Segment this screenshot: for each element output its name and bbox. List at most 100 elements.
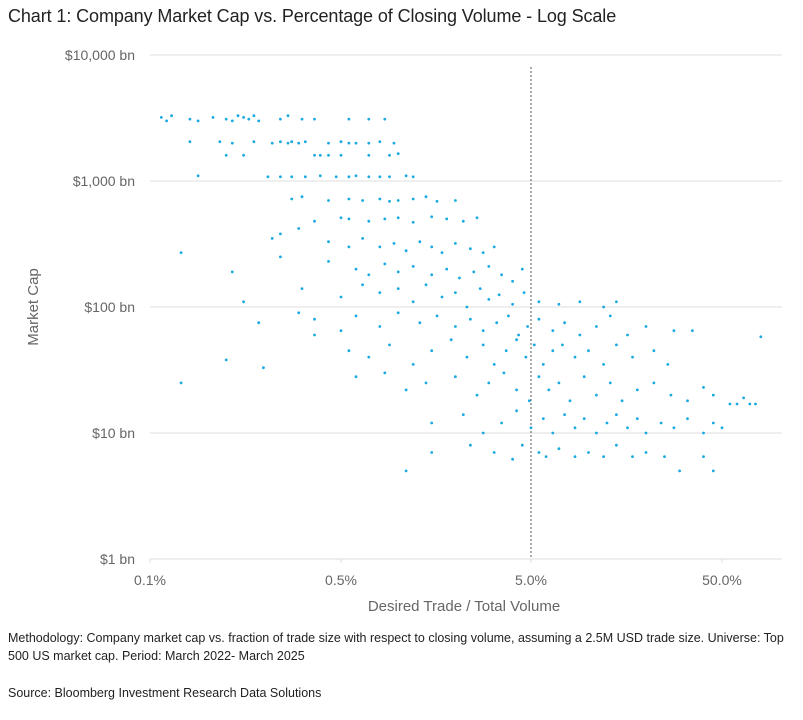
data-point [313, 333, 316, 337]
data-point [378, 325, 382, 328]
data-point [279, 140, 282, 144]
data-point [339, 140, 343, 144]
data-point [728, 402, 732, 406]
data-point [378, 175, 382, 179]
data-point [396, 270, 400, 274]
data-point [481, 329, 485, 332]
data-point [327, 141, 330, 145]
data-point [339, 295, 343, 299]
data-point [404, 174, 408, 178]
data-point [568, 399, 572, 403]
x-tick-labels: 0.1% 0.5% 5.0% 50.0% [134, 572, 742, 588]
data-point [266, 175, 270, 179]
data-point [318, 174, 322, 178]
data-point [411, 220, 415, 224]
data-point [297, 227, 301, 230]
data-point [532, 343, 536, 347]
data-point [702, 455, 705, 458]
data-point [300, 195, 304, 199]
data-point [388, 343, 391, 347]
data-point [378, 197, 382, 201]
data-point [303, 175, 307, 179]
data-point [573, 455, 577, 458]
data-point [615, 443, 618, 447]
data-point [686, 417, 689, 420]
data-point [430, 245, 434, 249]
data-point [666, 363, 670, 366]
data-point [224, 153, 228, 157]
data-point [605, 421, 609, 425]
data-point [257, 119, 261, 123]
data-point [354, 141, 358, 145]
data-point [230, 119, 234, 123]
data-point [492, 245, 496, 249]
data-point [367, 219, 371, 223]
data-point [561, 343, 564, 347]
data-point [424, 381, 428, 385]
data-point [551, 431, 555, 435]
data-point [361, 237, 364, 240]
data-point [608, 314, 612, 318]
data-point [230, 141, 234, 145]
data-point [595, 325, 598, 328]
data-point [367, 175, 371, 179]
data-point [313, 153, 316, 157]
data-point [644, 451, 648, 454]
data-point [411, 175, 415, 179]
data-point [396, 216, 400, 220]
data-point [367, 117, 371, 121]
data-point [354, 314, 358, 318]
data-point [378, 291, 382, 294]
data-point [286, 141, 290, 145]
data-point [404, 249, 408, 253]
data-point [396, 152, 400, 156]
data-point [686, 399, 689, 403]
data-point [754, 402, 757, 406]
data-point [424, 195, 428, 199]
data-point [270, 237, 274, 240]
data-point [481, 251, 485, 255]
data-point [454, 242, 457, 245]
data-point [242, 300, 246, 304]
data-point [702, 431, 705, 435]
data-point [279, 175, 282, 179]
data-point [495, 321, 499, 325]
data-point [465, 355, 469, 359]
data-point [367, 273, 371, 277]
data-point [481, 343, 485, 347]
data-point [300, 287, 304, 290]
data-point [392, 141, 396, 145]
data-point [388, 199, 391, 203]
x-tick-label: 50.0% [702, 572, 742, 588]
source-note: Source: Bloomberg Investment Research Da… [8, 686, 322, 700]
data-point [502, 371, 506, 375]
data-point [578, 300, 582, 304]
data-point [469, 317, 472, 321]
data-point [672, 426, 676, 430]
x-tick-label: 5.0% [515, 572, 547, 588]
data-point [347, 197, 351, 201]
data-point [388, 175, 391, 179]
data-point [196, 174, 200, 178]
data-point [188, 140, 192, 144]
data-point [544, 455, 548, 458]
data-point [435, 314, 439, 318]
data-point [587, 349, 590, 353]
data-point [257, 321, 261, 325]
y-tick-label: $10 bn [92, 425, 135, 441]
data-point [354, 174, 358, 178]
data-point [383, 371, 387, 375]
x-tick-label: 0.5% [325, 572, 357, 588]
data-point [445, 217, 449, 221]
data-point [475, 393, 479, 397]
data-point [487, 265, 491, 268]
data-point [252, 140, 256, 144]
data-point [541, 417, 545, 420]
data-point [367, 141, 371, 145]
data-point [759, 335, 763, 339]
data-point [742, 396, 745, 400]
data-point [615, 413, 618, 416]
data-point [454, 325, 457, 328]
data-point [361, 283, 364, 287]
data-point [517, 333, 520, 337]
